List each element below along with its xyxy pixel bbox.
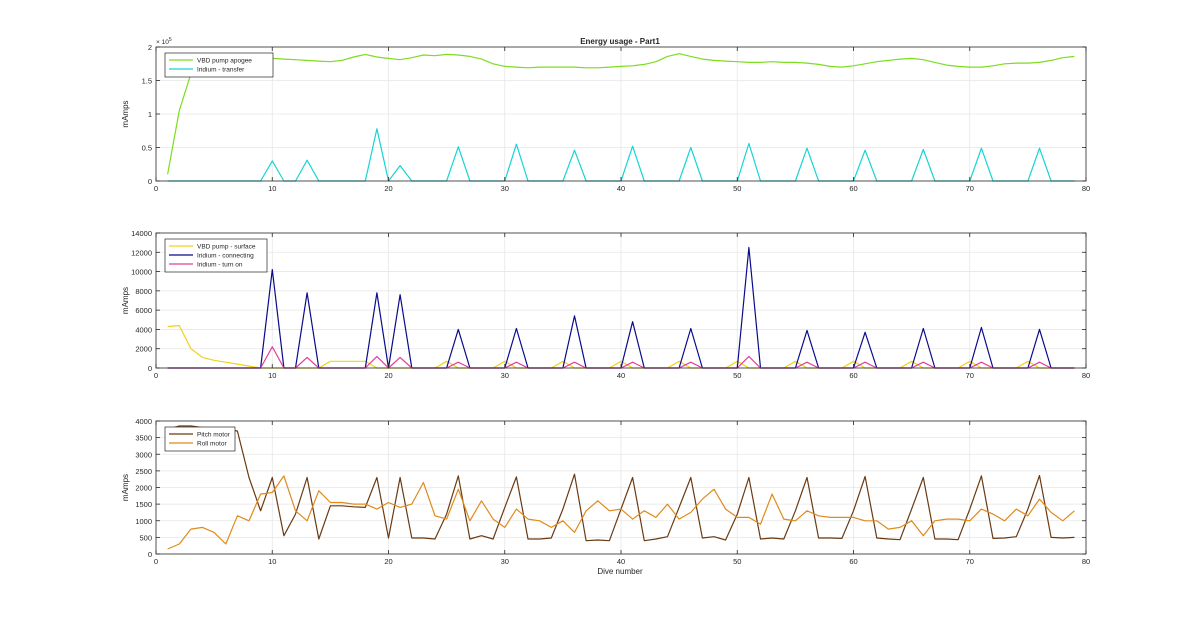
legend: Pitch motor Roll motor (164, 426, 236, 452)
y-tick-label: 6000 (135, 306, 152, 315)
x-tick-label: 50 (733, 184, 741, 193)
y-tick-label: 14000 (131, 229, 152, 238)
x-axis-label: Dive number (597, 567, 643, 576)
chart-title: Energy usage - Part1 (580, 37, 660, 46)
x-tick-label: 10 (268, 371, 276, 380)
y-tick-label: 500 (139, 533, 152, 542)
y-tick-label: 0 (148, 550, 152, 559)
x-tick-label: 30 (501, 371, 509, 380)
x-tick-label: 0 (154, 371, 158, 380)
x-tick-label: 0 (154, 184, 158, 193)
subplot-3: 0 10 20 30 40 50 60 70 80 0 500 1000 1500 2000 2500 300… (121, 417, 1090, 566)
y-tick-label: 4000 (135, 417, 152, 426)
legend-label: Roll motor (197, 441, 227, 448)
y-tick-label: 1 (148, 110, 152, 119)
legend-box (164, 52, 274, 78)
y-tick-label: 0 (148, 177, 152, 186)
x-tick-label: 70 (966, 371, 974, 380)
subplot-2: 0 10 20 30 40 50 60 70 80 0 2000 4000 6000 8000 10000 1… (121, 229, 1090, 380)
x-tick-label: 20 (384, 557, 392, 566)
y-axis-label: mAmps (121, 287, 130, 314)
x-tick-label: 50 (733, 557, 741, 566)
y-tick-label: 2500 (135, 467, 152, 476)
y-axis-label: mAmps (121, 100, 130, 127)
y-tick-label: 2000 (135, 484, 152, 493)
x-tick-label: 60 (849, 371, 857, 380)
x-tick-label: 10 (268, 557, 276, 566)
y-tick-label: 1000 (135, 517, 152, 526)
legend-label: VBD pump apogee (197, 58, 252, 65)
y-axis-label: mAmps (121, 474, 130, 501)
y-tick-label: 1500 (135, 500, 152, 509)
y-tick-label: 2 (148, 43, 152, 52)
y-tick-label: 3000 (135, 450, 152, 459)
legend-label: Iridium - transfer (197, 67, 245, 74)
x-tick-label: 30 (501, 557, 509, 566)
legend-label: Iridium - turn on (197, 262, 243, 269)
y-tick-label: 4000 (135, 325, 152, 334)
x-tick-label: 80 (1082, 184, 1090, 193)
y-tick-label: 12000 (131, 248, 152, 257)
legend-label: Pitch motor (197, 432, 231, 439)
x-tick-label: 40 (617, 184, 625, 193)
y-exponent-label: × 105 (156, 37, 172, 46)
legend: VBD pump apogee Iridium - transfer (164, 52, 274, 78)
x-tick-label: 40 (617, 371, 625, 380)
x-tick-label: 10 (268, 184, 276, 193)
legend-label: VBD pump - surface (197, 244, 256, 251)
x-tick-label: 60 (849, 557, 857, 566)
y-tick-label: 2000 (135, 345, 152, 354)
x-tick-label: 20 (384, 371, 392, 380)
subplot-1: 0 10 20 30 40 50 60 70 80 0 0.5 1 1.5 2 × 105 mAmps VBD … (121, 37, 1090, 193)
y-tick-label: 0 (148, 364, 152, 373)
x-tick-label: 40 (617, 557, 625, 566)
y-tick-label: 8000 (135, 287, 152, 296)
x-tick-label: 20 (384, 184, 392, 193)
x-tick-label: 60 (849, 184, 857, 193)
x-tick-label: 50 (733, 371, 741, 380)
legend-label: Iridium - connecting (197, 253, 254, 260)
y-tick-label: 1.5 (142, 77, 152, 86)
y-tick-label: 0.5 (142, 144, 152, 153)
y-tick-label: 3500 (135, 434, 152, 443)
legend-box (164, 426, 236, 452)
x-tick-label: 70 (966, 184, 974, 193)
x-tick-label: 80 (1082, 371, 1090, 380)
x-tick-label: 80 (1082, 557, 1090, 566)
y-tick-label: 10000 (131, 268, 152, 277)
series-line-vbd-pump-apogee (167, 53, 1075, 175)
x-tick-label: 0 (154, 557, 158, 566)
legend: VBD pump - surface Iridium - connecting Ir… (164, 238, 268, 273)
subplots: 0 10 20 30 40 50 60 70 80 0 0.5 1 1.5 2 × 105 mAmps VBD … (121, 37, 1090, 566)
x-tick-label: 30 (501, 184, 509, 193)
x-tick-label: 70 (966, 557, 974, 566)
series-line-roll-motor (167, 475, 1075, 550)
